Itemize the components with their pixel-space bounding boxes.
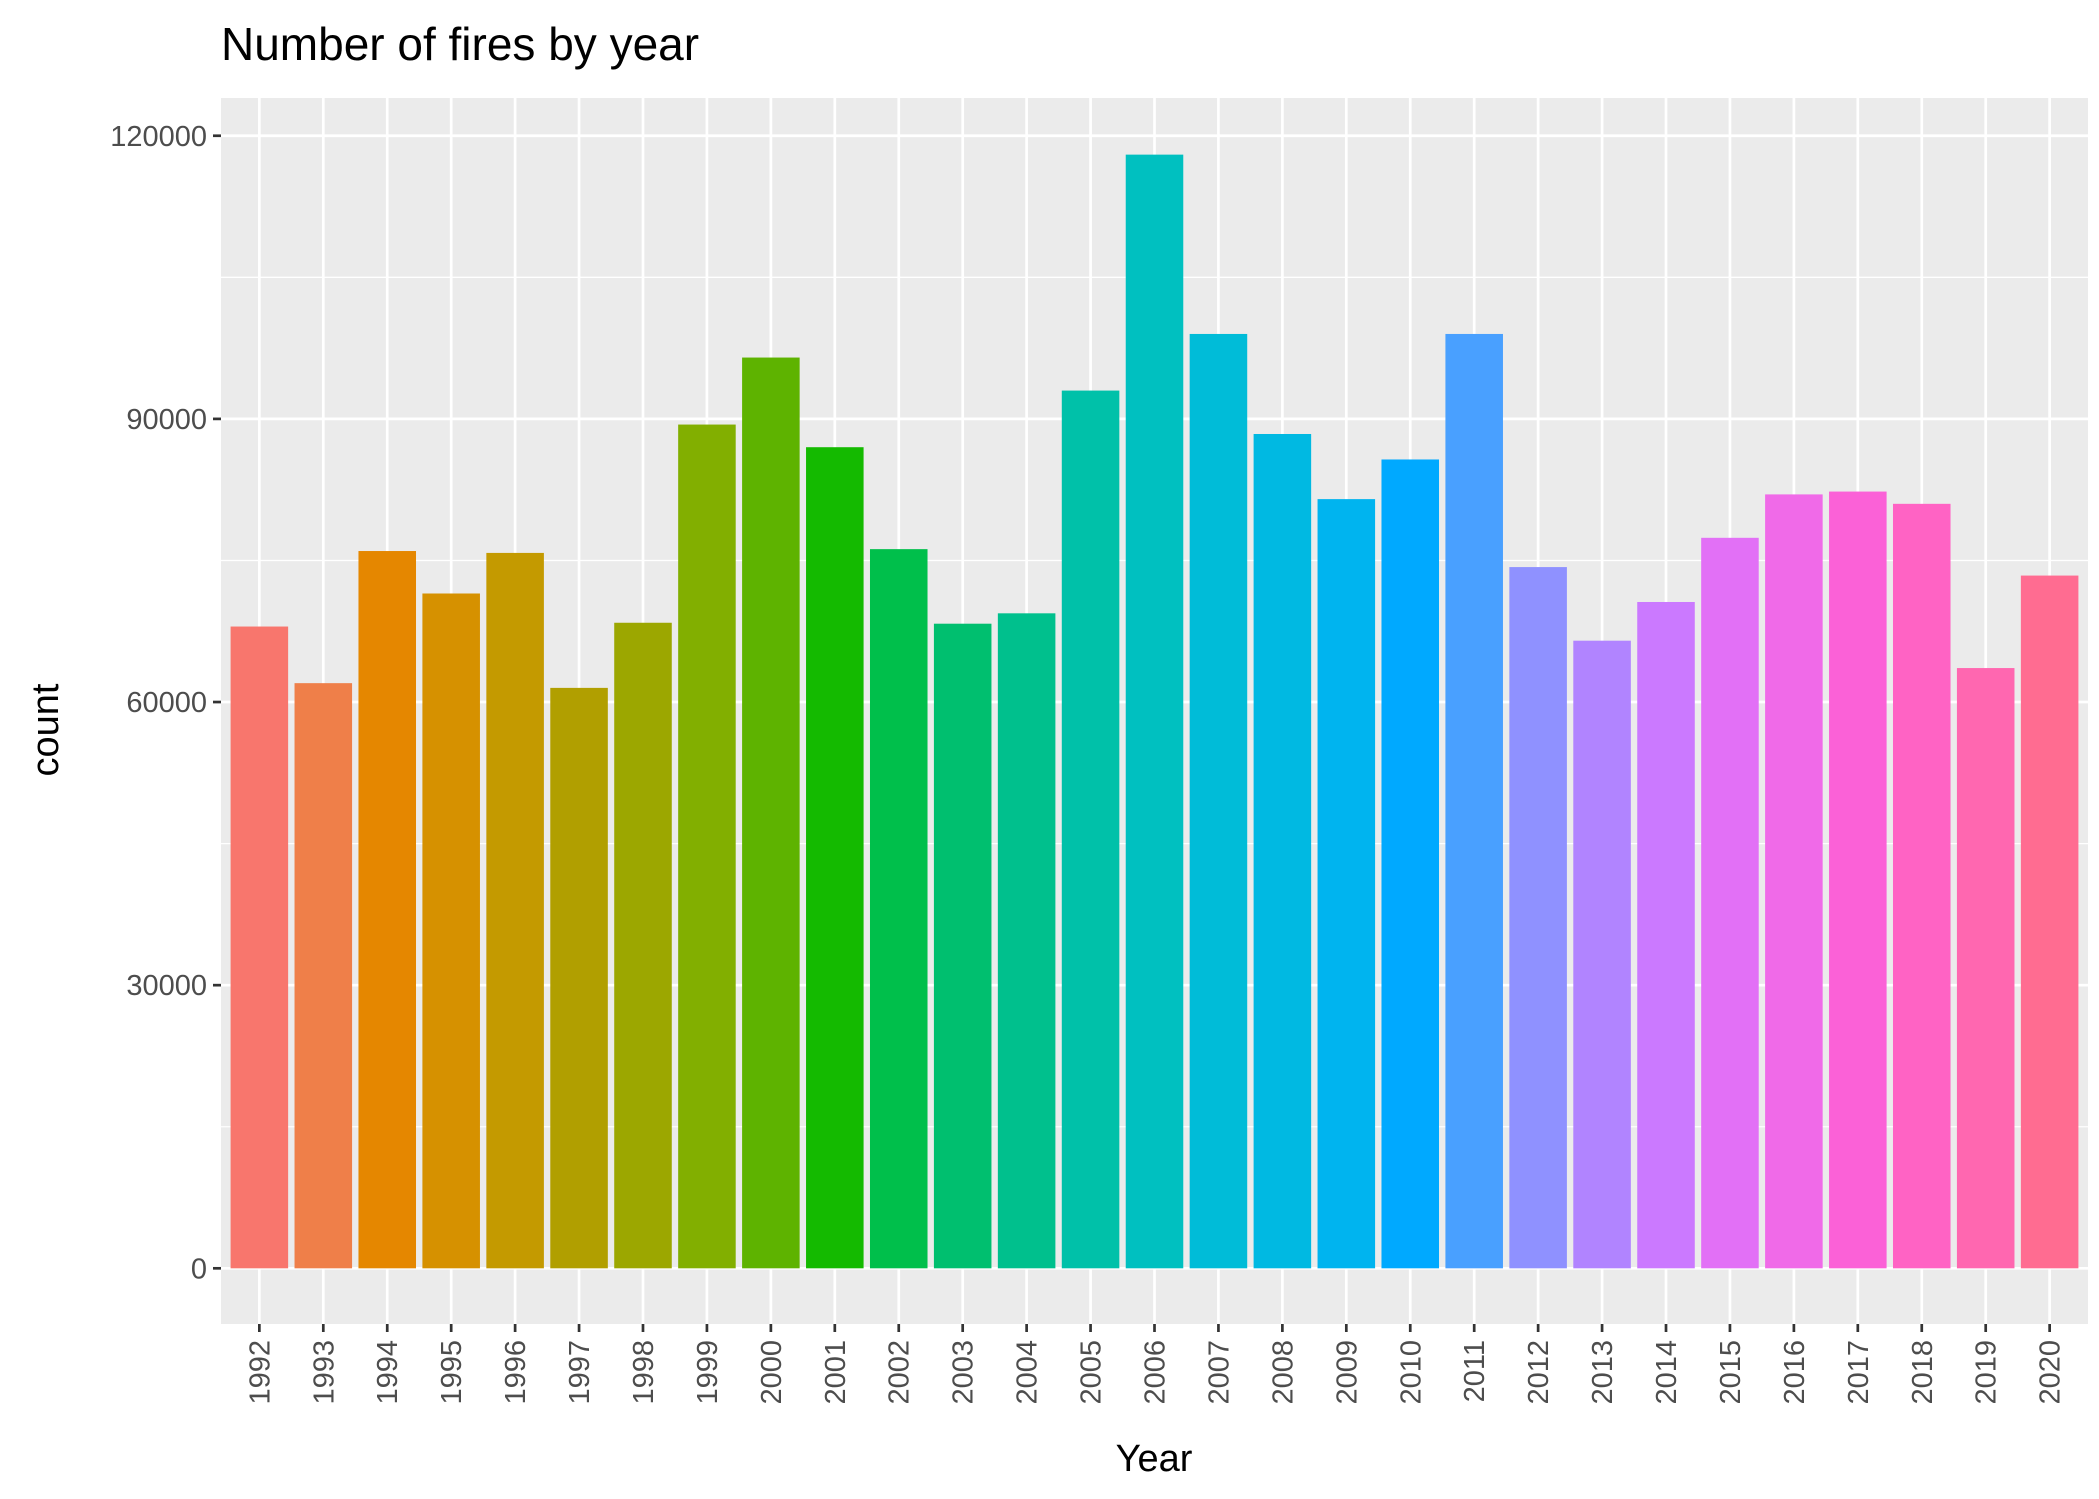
x-tick-label: 2001 — [820, 1340, 852, 1405]
chart-title: Number of fires by year — [221, 18, 699, 70]
y-axis-title: count — [25, 683, 67, 776]
y-axis: 0 30000 60000 90000 120000 — [110, 121, 221, 1285]
bar-2012 — [1509, 567, 1567, 1269]
x-tick-label: 2016 — [1779, 1340, 1811, 1405]
bar-2008 — [1253, 433, 1312, 1269]
bar-1995 — [422, 593, 480, 1269]
bar-2016 — [1765, 494, 1823, 1269]
x-tick-label: 2010 — [1395, 1340, 1427, 1405]
x-tick-label: 1997 — [564, 1340, 596, 1405]
x-tick-label: 1995 — [436, 1340, 468, 1405]
bar-2015 — [1701, 537, 1759, 1269]
bar-2014 — [1637, 601, 1695, 1269]
x-tick-label: 2017 — [1843, 1340, 1875, 1405]
bar-2018 — [1892, 503, 1951, 1269]
bar-1994 — [358, 551, 417, 1269]
bar-1999 — [678, 424, 736, 1269]
x-tick-label: 2002 — [884, 1340, 916, 1405]
x-tick-label: 2008 — [1267, 1340, 1299, 1405]
x-tick-label: 2004 — [1012, 1340, 1044, 1405]
bar-2009 — [1317, 499, 1376, 1269]
x-tick-label: 2015 — [1715, 1340, 1747, 1405]
x-tick-label: 1998 — [628, 1340, 660, 1405]
y-tick-label: 0 — [191, 1253, 207, 1285]
y-tick-label: 120000 — [110, 121, 207, 153]
x-tick-label: 2019 — [1971, 1340, 2003, 1405]
x-tick-label: 1992 — [244, 1340, 276, 1405]
bar-2017 — [1829, 491, 1887, 1269]
y-tick-label: 60000 — [126, 687, 207, 719]
x-tick-label: 2012 — [1523, 1340, 1555, 1405]
x-tick-label: 2018 — [1907, 1340, 1939, 1405]
y-tick-label: 30000 — [126, 970, 207, 1002]
x-tick-label: 2020 — [2035, 1340, 2067, 1405]
bar-1996 — [486, 552, 544, 1269]
x-tick-label: 2009 — [1331, 1340, 1363, 1405]
bar-1997 — [550, 687, 608, 1269]
x-tick-label: 2000 — [756, 1340, 788, 1405]
bar-2002 — [869, 549, 928, 1269]
x-tick-label: 1993 — [308, 1340, 340, 1405]
bar-2007 — [1189, 333, 1248, 1269]
bar-1992 — [230, 626, 289, 1269]
bar-2019 — [1956, 668, 2015, 1269]
x-tick-label: 2005 — [1076, 1340, 1108, 1405]
bar-2020 — [2020, 575, 2079, 1269]
x-tick-label: 1996 — [500, 1340, 532, 1405]
bar-2004 — [997, 613, 1056, 1269]
bar-2013 — [1573, 640, 1631, 1269]
x-tick-label: 1999 — [692, 1340, 724, 1405]
bar-2000 — [742, 357, 800, 1269]
x-tick-label: 2007 — [1203, 1340, 1235, 1405]
bar-2003 — [933, 623, 992, 1269]
x-axis-title: Year — [1116, 1438, 1193, 1480]
x-tick-label: 2006 — [1140, 1340, 1172, 1405]
bar-2010 — [1381, 459, 1440, 1269]
bar-2001 — [806, 447, 864, 1269]
x-tick-label: 2011 — [1459, 1340, 1491, 1402]
x-tick-label: 2013 — [1587, 1340, 1619, 1405]
x-tick-label: 1994 — [372, 1340, 404, 1405]
bar-1993 — [294, 683, 353, 1269]
bar-2011 — [1445, 333, 1503, 1269]
x-tick-label: 2014 — [1651, 1340, 1683, 1405]
x-tick-label: 2003 — [948, 1340, 980, 1405]
bar-2005 — [1061, 390, 1120, 1269]
bar-2006 — [1125, 154, 1184, 1269]
bar-1998 — [614, 622, 672, 1269]
bars — [230, 154, 2079, 1269]
y-tick-label: 90000 — [126, 404, 207, 436]
x-axis: 1992 1993 1994 1995 1996 1997 1998 1999 2000 2001… — [244, 1324, 2067, 1405]
